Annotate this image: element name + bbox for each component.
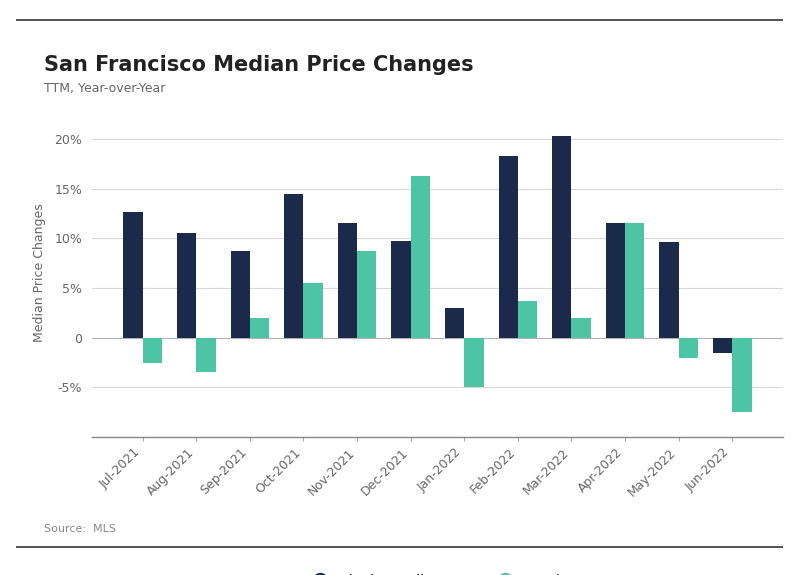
Bar	[177, 233, 197, 338]
Bar	[571, 318, 590, 338]
Bar	[625, 224, 644, 338]
Bar	[231, 251, 250, 338]
Legend: Single-Family Home, Condo: Single-Family Home, Condo	[300, 569, 574, 575]
Text: San Francisco Median Price Changes: San Francisco Median Price Changes	[44, 55, 474, 75]
Bar	[304, 283, 323, 338]
Bar	[713, 338, 733, 352]
Bar	[123, 212, 142, 338]
Bar	[197, 338, 216, 373]
Bar	[518, 301, 537, 338]
Bar	[499, 156, 518, 338]
Bar	[445, 308, 464, 338]
Y-axis label: Median Price Changes: Median Price Changes	[33, 204, 46, 343]
Bar	[606, 224, 625, 338]
Bar	[552, 136, 571, 338]
Bar	[284, 194, 304, 338]
Bar	[678, 338, 698, 358]
Text: TTM, Year-over-Year: TTM, Year-over-Year	[44, 82, 165, 95]
Bar	[357, 251, 376, 338]
Text: Source:  MLS: Source: MLS	[44, 524, 116, 534]
Bar	[392, 242, 411, 338]
Bar	[733, 338, 752, 412]
Bar	[464, 338, 483, 388]
Bar	[338, 224, 357, 338]
Bar	[250, 318, 269, 338]
Bar	[142, 338, 162, 362]
Bar	[411, 176, 430, 338]
Bar	[659, 242, 678, 338]
